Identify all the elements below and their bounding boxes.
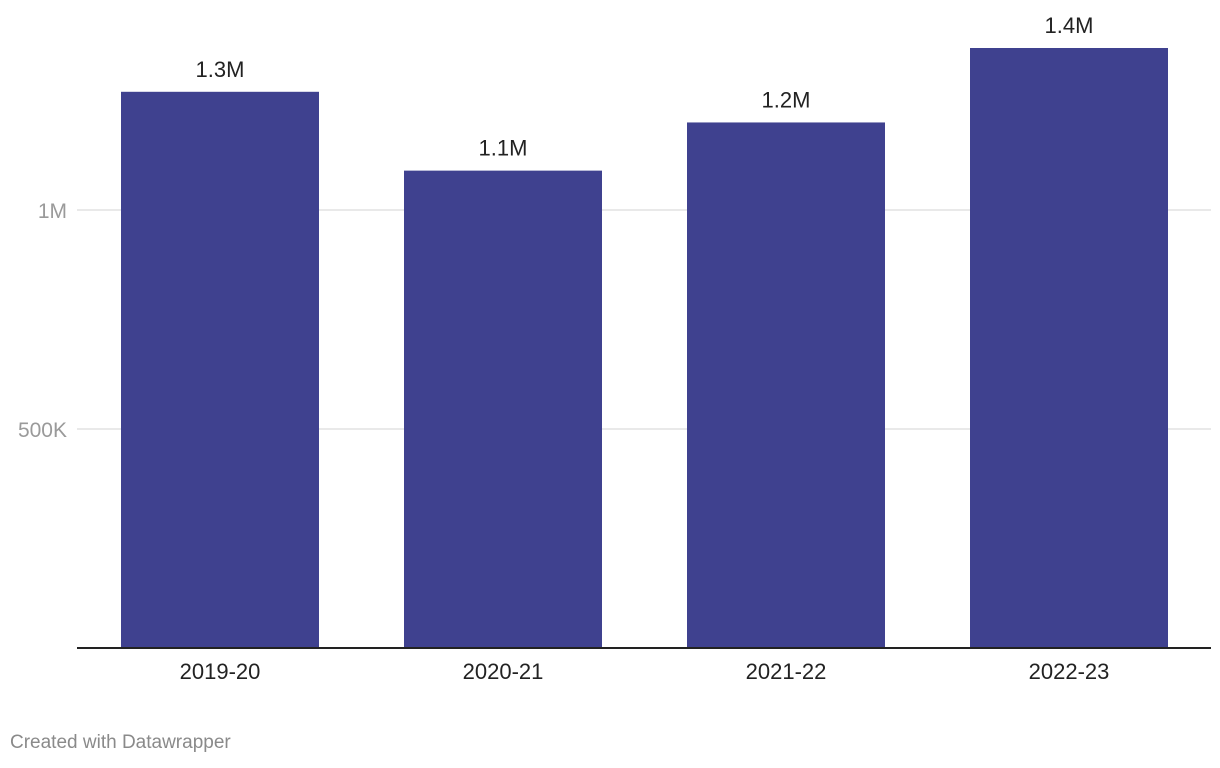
bars [121, 48, 1168, 648]
x-tick-label: 2021-22 [746, 659, 827, 684]
value-labels: 1.3M 1.1M 1.2M 1.4M [196, 13, 1094, 161]
x-tick-label: 2022-23 [1029, 659, 1110, 684]
bar-value-label: 1.4M [1045, 13, 1094, 38]
x-tick-label: 2020-21 [463, 659, 544, 684]
bar [404, 170, 602, 648]
bar [970, 48, 1168, 648]
bar-value-label: 1.2M [762, 87, 811, 112]
x-axis-labels: 2019-20 2020-21 2021-22 2022-23 [180, 659, 1110, 684]
bar-value-label: 1.3M [196, 57, 245, 82]
bar [687, 122, 885, 648]
y-tick-label: 1M [38, 200, 67, 223]
y-tick-label: 500K [18, 419, 67, 442]
bar-value-label: 1.1M [479, 136, 528, 161]
x-tick-label: 2019-20 [180, 659, 261, 684]
bar [121, 91, 319, 648]
credit-text: Created with Datawrapper [10, 732, 231, 753]
y-axis-ticks: 500K 1M [18, 200, 67, 442]
